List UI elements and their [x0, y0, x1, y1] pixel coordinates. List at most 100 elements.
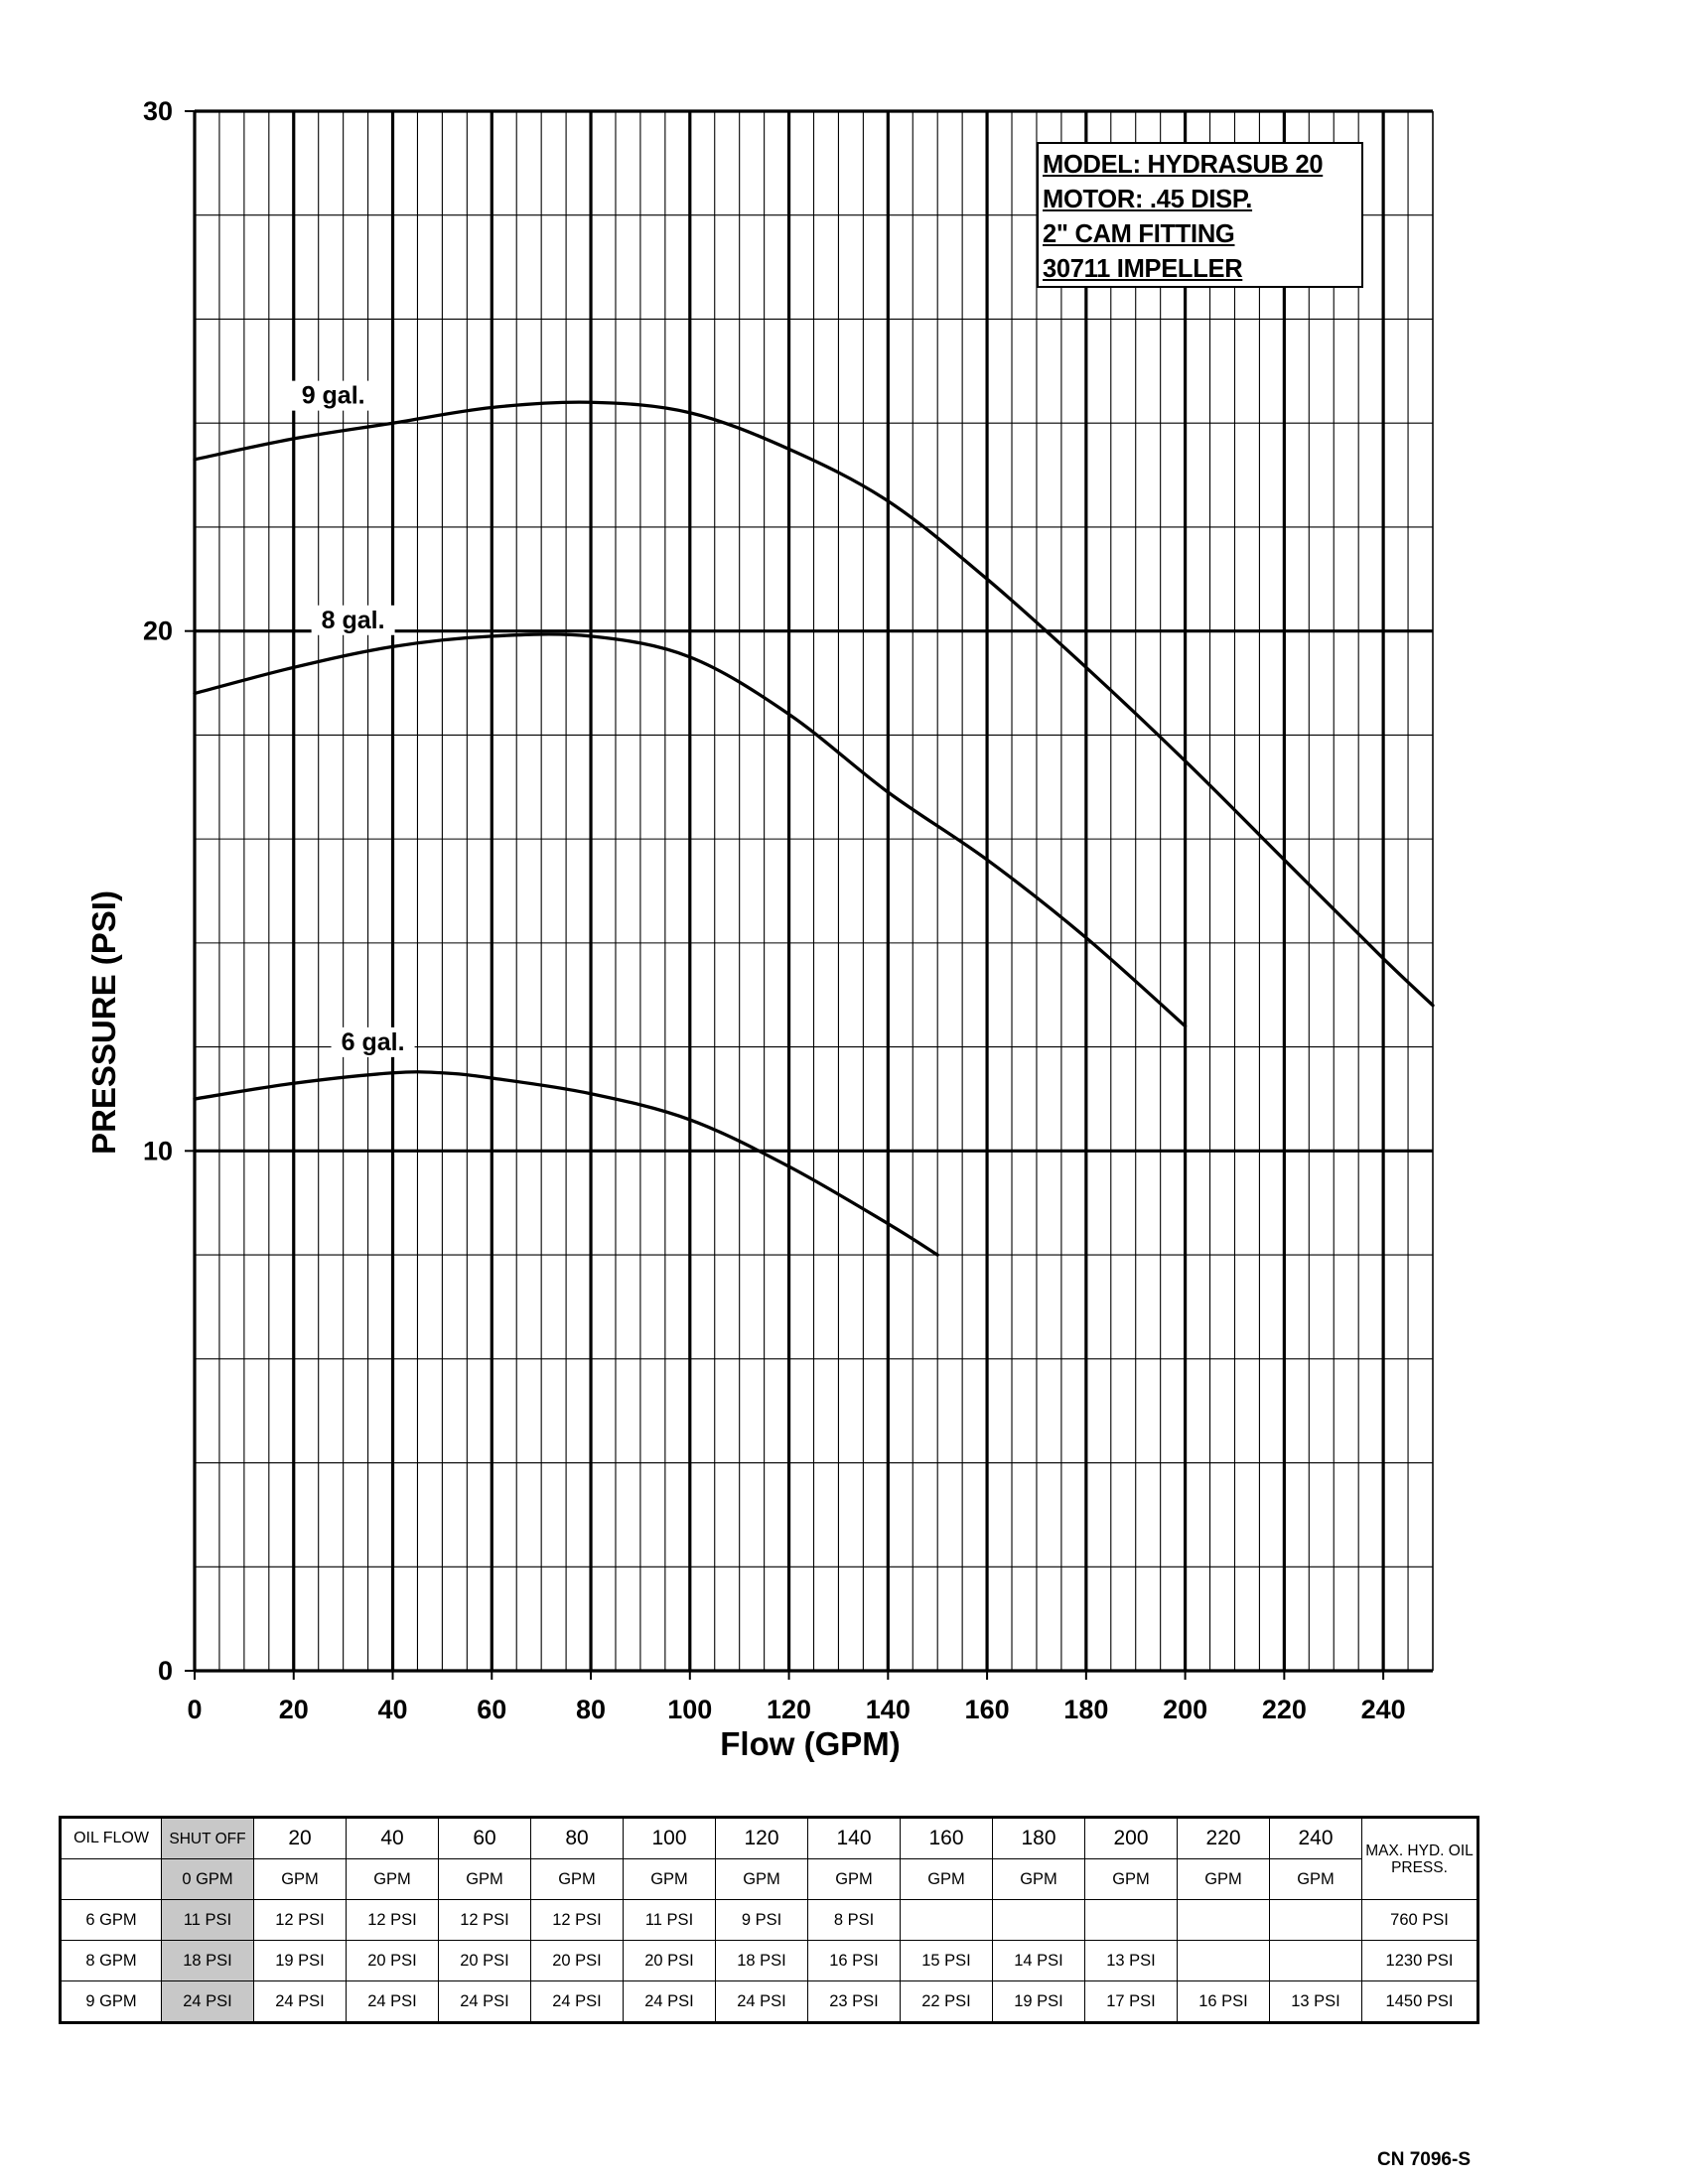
- psi-cell: 19 PSI: [253, 1940, 347, 1981]
- psi-cell: 24 PSI: [715, 1980, 808, 2023]
- table-units-row: 0 GPM GPM GPM GPM GPM GPM GPM GPM GPM GP…: [60, 1858, 1478, 1900]
- oil-flow-header: OIL FLOW: [60, 1817, 162, 1859]
- psi-cell: 24 PSI: [623, 1980, 716, 2023]
- curve-label-background: [311, 605, 395, 635]
- psi-cell: 23 PSI: [807, 1980, 901, 2023]
- psi-cell: 8 PSI: [807, 1899, 901, 1941]
- psi-cell: 15 PSI: [900, 1940, 993, 1981]
- gpm-unit: GPM: [1269, 1858, 1362, 1900]
- series-line-2: [193, 632, 1188, 1028]
- psi-cell: 11 PSI: [623, 1899, 716, 1941]
- y-axis-label: PRESSURE (PSI): [85, 890, 122, 1155]
- curve-label: 8 gal.: [322, 607, 385, 634]
- oil-flow-cell: 6 GPM: [60, 1899, 162, 1941]
- shutoff-cell: 11 PSI: [161, 1899, 254, 1941]
- curve-label-background: [331, 1026, 415, 1057]
- motor-line: MOTOR: .45 DISP.: [1043, 186, 1253, 213]
- x-tick-label: 200: [1163, 1695, 1207, 1724]
- psi-cell: 20 PSI: [438, 1940, 531, 1981]
- x-tick-label: 0: [187, 1695, 202, 1724]
- psi-cell: 13 PSI: [1084, 1940, 1178, 1981]
- gpm-column-header: 60: [438, 1817, 531, 1859]
- x-tick-label: 80: [576, 1695, 606, 1724]
- x-tick-label: 100: [667, 1695, 712, 1724]
- gpm-unit: GPM: [438, 1858, 531, 1900]
- gpm-unit: GPM: [346, 1858, 439, 1900]
- psi-cell: 24 PSI: [438, 1980, 531, 2023]
- psi-cell: [900, 1899, 993, 1941]
- model-info-box: MODEL: HYDRASUB 20 MOTOR: .45 DISP. 2" C…: [1037, 142, 1363, 288]
- psi-cell: 20 PSI: [530, 1940, 624, 1981]
- table-header-row: OIL FLOW SHUT OFF 20 40 60 80 100 120 14…: [60, 1817, 1478, 1900]
- gpm-unit: GPM: [900, 1858, 993, 1900]
- gpm-column-header: 120: [715, 1817, 808, 1859]
- model-line: MODEL: HYDRASUB 20: [1043, 151, 1324, 179]
- gpm-unit: GPM: [992, 1858, 1085, 1900]
- psi-cell: 19 PSI: [992, 1980, 1085, 2023]
- max-press-cell: 760 PSI: [1361, 1899, 1478, 1941]
- x-tick-label: 40: [377, 1695, 407, 1724]
- psi-cell: 24 PSI: [253, 1980, 347, 2023]
- curve-label-background: [291, 380, 375, 411]
- x-tick-label: 140: [866, 1695, 911, 1724]
- gpm-column-header: 140: [807, 1817, 901, 1859]
- psi-cell: 18 PSI: [715, 1940, 808, 1981]
- x-tick-label: 120: [767, 1695, 811, 1724]
- shutoff-header: SHUT OFF: [161, 1817, 254, 1859]
- gpm-column-header: 180: [992, 1817, 1085, 1859]
- psi-cell: 14 PSI: [992, 1940, 1085, 1981]
- gpm-column-header: 80: [530, 1817, 624, 1859]
- max-press-cell: 1450 PSI: [1361, 1980, 1478, 2023]
- tick-labels: 0 20 40 60 80 100 120 140 160 180 200 220 240 0 10 20 30: [143, 96, 1406, 1724]
- x-tick-label: 20: [279, 1695, 309, 1724]
- psi-cell: 12 PSI: [530, 1899, 624, 1941]
- x-axis-label: Flow (GPM): [720, 1725, 901, 1762]
- oil-flow-cell: 9 GPM: [60, 1980, 162, 2023]
- table-row-8gpm: 8 GPM 18 PSI 19 PSI 20 PSI 20 PSI 20 PSI…: [60, 1940, 1478, 1981]
- gpm-column-header: 100: [623, 1817, 716, 1859]
- gpm-unit: GPM: [715, 1858, 808, 1900]
- gpm-unit: GPM: [253, 1858, 347, 1900]
- x-tick-label: 60: [477, 1695, 506, 1724]
- psi-cell: [1177, 1940, 1270, 1981]
- psi-cell: 20 PSI: [346, 1940, 439, 1981]
- gpm-column-header: 160: [900, 1817, 993, 1859]
- psi-cell: 20 PSI: [623, 1940, 716, 1981]
- x-tick-label: 160: [965, 1695, 1010, 1724]
- fitting-line: 2" CAM FITTING: [1043, 220, 1235, 248]
- table-row-6gpm: 6 GPM 11 PSI 12 PSI 12 PSI 12 PSI 12 PSI…: [60, 1899, 1478, 1941]
- series-lines: [193, 400, 1435, 1257]
- gpm-column-header: 20: [253, 1817, 347, 1859]
- psi-cell: 16 PSI: [1177, 1980, 1270, 2023]
- psi-cell: [1269, 1940, 1362, 1981]
- gpm-unit: GPM: [623, 1858, 716, 1900]
- psi-cell: 24 PSI: [346, 1980, 439, 2023]
- psi-cell: 9 PSI: [715, 1899, 808, 1941]
- curve-labels: 9 gal. 8 gal. 6 gal.: [291, 380, 415, 1057]
- series-line-1: [193, 400, 1435, 1008]
- gpm-column-header: 40: [346, 1817, 439, 1859]
- psi-cell: 16 PSI: [807, 1940, 901, 1981]
- y-tick-label: 30: [143, 96, 173, 126]
- x-tick-label: 240: [1361, 1695, 1406, 1724]
- psi-cell: [1084, 1899, 1178, 1941]
- psi-cell: [1269, 1899, 1362, 1941]
- max-hyd-oil-press-header: MAX. HYD. OIL PRESS.: [1361, 1817, 1478, 1900]
- shutoff-cell: 18 PSI: [161, 1940, 254, 1981]
- gpm-column-header: 200: [1084, 1817, 1178, 1859]
- gpm-unit: GPM: [530, 1858, 624, 1900]
- empty-cell: [60, 1858, 162, 1900]
- shutoff-cell: 24 PSI: [161, 1980, 254, 2023]
- gpm-unit: GPM: [807, 1858, 901, 1900]
- curve-label: 9 gal.: [302, 382, 365, 410]
- impeller-line: 30711 IMPELLER: [1043, 255, 1243, 283]
- y-tick-label: 0: [158, 1656, 173, 1686]
- y-tick-label: 10: [143, 1136, 173, 1165]
- gpm-unit: GPM: [1177, 1858, 1270, 1900]
- shutoff-unit: 0 GPM: [161, 1858, 254, 1900]
- psi-cell: [992, 1899, 1085, 1941]
- psi-cell: 24 PSI: [530, 1980, 624, 2023]
- gpm-unit: GPM: [1084, 1858, 1178, 1900]
- psi-cell: 17 PSI: [1084, 1980, 1178, 2023]
- gpm-column-header: 240: [1269, 1817, 1362, 1859]
